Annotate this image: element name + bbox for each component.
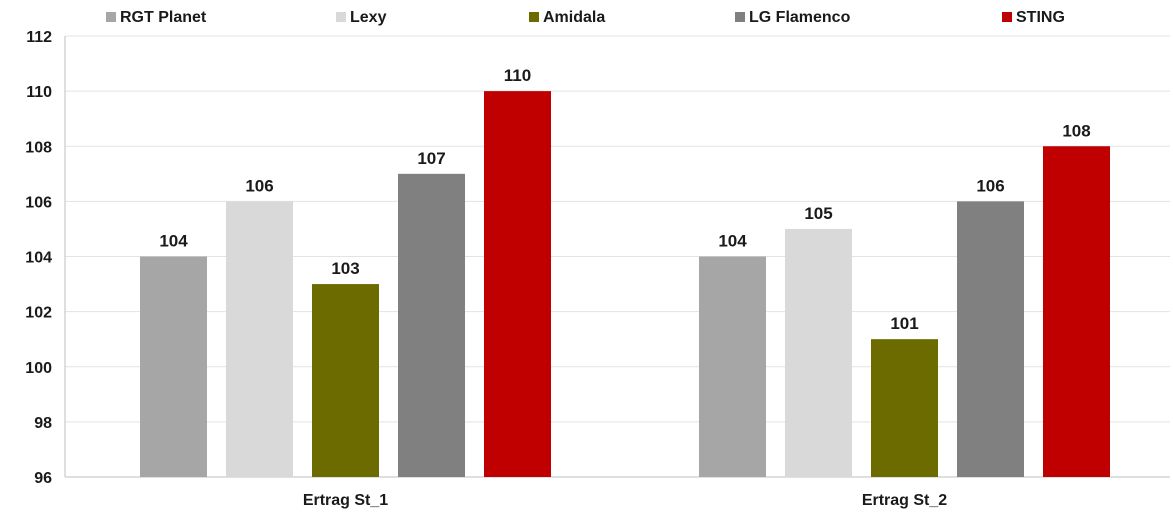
bar <box>871 339 938 477</box>
y-tick-label: 112 <box>26 29 52 46</box>
y-tick-label: 100 <box>25 360 52 377</box>
y-tick-label: 110 <box>26 84 52 101</box>
data-label: 106 <box>245 176 273 195</box>
bar <box>699 256 766 477</box>
legend-swatch <box>336 12 346 22</box>
data-label: 104 <box>718 232 747 251</box>
bar <box>140 256 207 477</box>
data-label: 108 <box>1062 121 1090 140</box>
data-label: 110 <box>504 66 531 85</box>
y-tick-label: 104 <box>25 250 52 267</box>
axes: 96 98 100 102 104 106 108 110 112 Ertrag St_1 Ertr… <box>25 29 1170 509</box>
legend-label: LG Flamenco <box>749 9 851 26</box>
bar <box>484 91 551 477</box>
data-label: 104 <box>159 232 188 251</box>
legend-label: Lexy <box>350 9 387 26</box>
bar <box>957 201 1024 477</box>
legend-swatch <box>106 12 116 22</box>
y-tick-label: 96 <box>34 470 52 487</box>
legend-label: Amidala <box>543 9 605 26</box>
data-label: 101 <box>890 314 918 333</box>
legend-swatch <box>1002 12 1012 22</box>
y-tick-label: 102 <box>25 305 52 322</box>
data-label: 107 <box>417 149 445 168</box>
legend-label: STING <box>1016 9 1065 26</box>
legend-label: RGT Planet <box>120 9 207 26</box>
bar <box>1043 146 1110 477</box>
legend: RGT Planet Lexy Amidala LG Flamenco STING <box>106 9 1065 26</box>
data-label: 106 <box>976 176 1004 195</box>
y-tick-label: 106 <box>25 194 52 211</box>
bars <box>140 91 1110 477</box>
legend-swatch <box>735 12 745 22</box>
bar <box>398 173 465 477</box>
bar <box>785 228 852 477</box>
data-label: 105 <box>804 204 832 223</box>
data-labels: 104 106 103 107 110 104 105 101 106 108 <box>159 66 1090 333</box>
legend-swatch <box>529 12 539 22</box>
y-tick-label: 108 <box>25 139 52 156</box>
y-tick-label: 98 <box>34 415 52 432</box>
data-label: 103 <box>331 259 359 278</box>
bar <box>312 284 379 477</box>
bar <box>226 201 293 477</box>
x-category-label: Ertrag St_2 <box>862 492 947 509</box>
x-category-label: Ertrag St_1 <box>303 492 388 509</box>
